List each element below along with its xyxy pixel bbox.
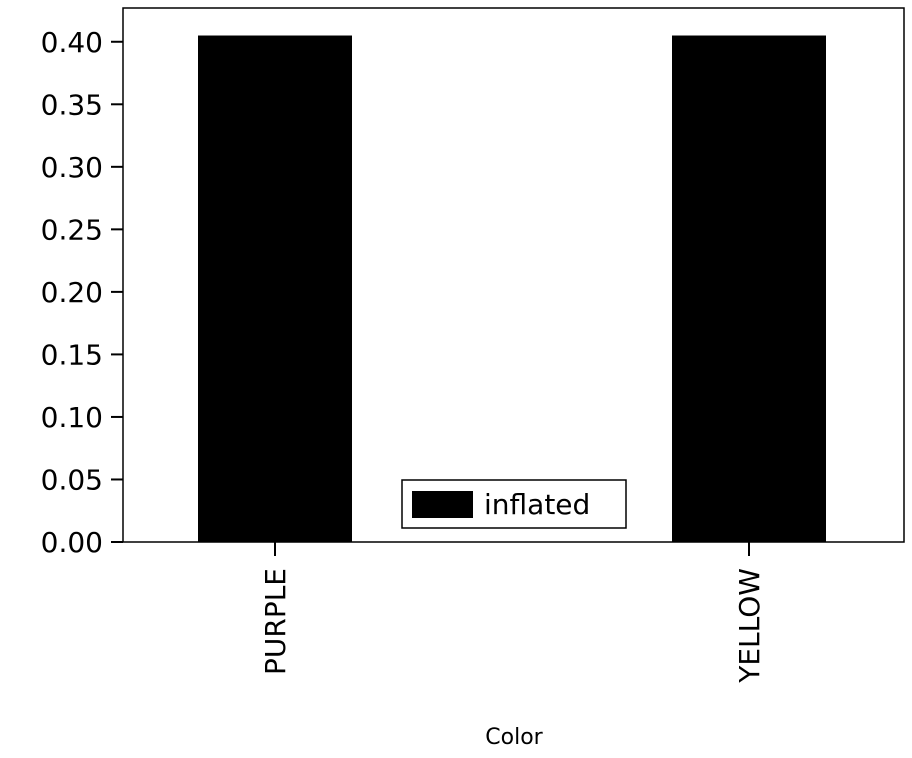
y-tick-label: 0.35 [41,88,103,121]
bar-yellow [672,35,826,543]
bars [198,35,826,543]
bar-purple [198,35,352,543]
y-tick-label: 0.25 [41,213,103,246]
legend: inflated [401,479,627,529]
legend-label: inflated [484,488,590,521]
y-tick-label: 0.20 [41,276,103,309]
y-tick-label: 0.15 [41,338,103,371]
x-axis-title: Color [485,725,543,750]
y-axis: 0.00 0.05 0.10 0.15 0.20 0.25 0.30 0.35 0.40 [41,26,123,559]
y-tick-label: 0.30 [41,151,103,184]
y-tick-label: 0.10 [41,401,103,434]
x-tick-label: YELLOW [733,568,766,684]
legend-swatch [412,491,473,518]
y-tick-label: 0.05 [41,463,103,496]
y-tick-label: 0.40 [41,26,103,59]
x-tick-label: PURPLE [259,568,292,675]
y-tick-label: 0.00 [41,526,103,559]
x-axis: PURPLE YELLOW [259,542,766,684]
